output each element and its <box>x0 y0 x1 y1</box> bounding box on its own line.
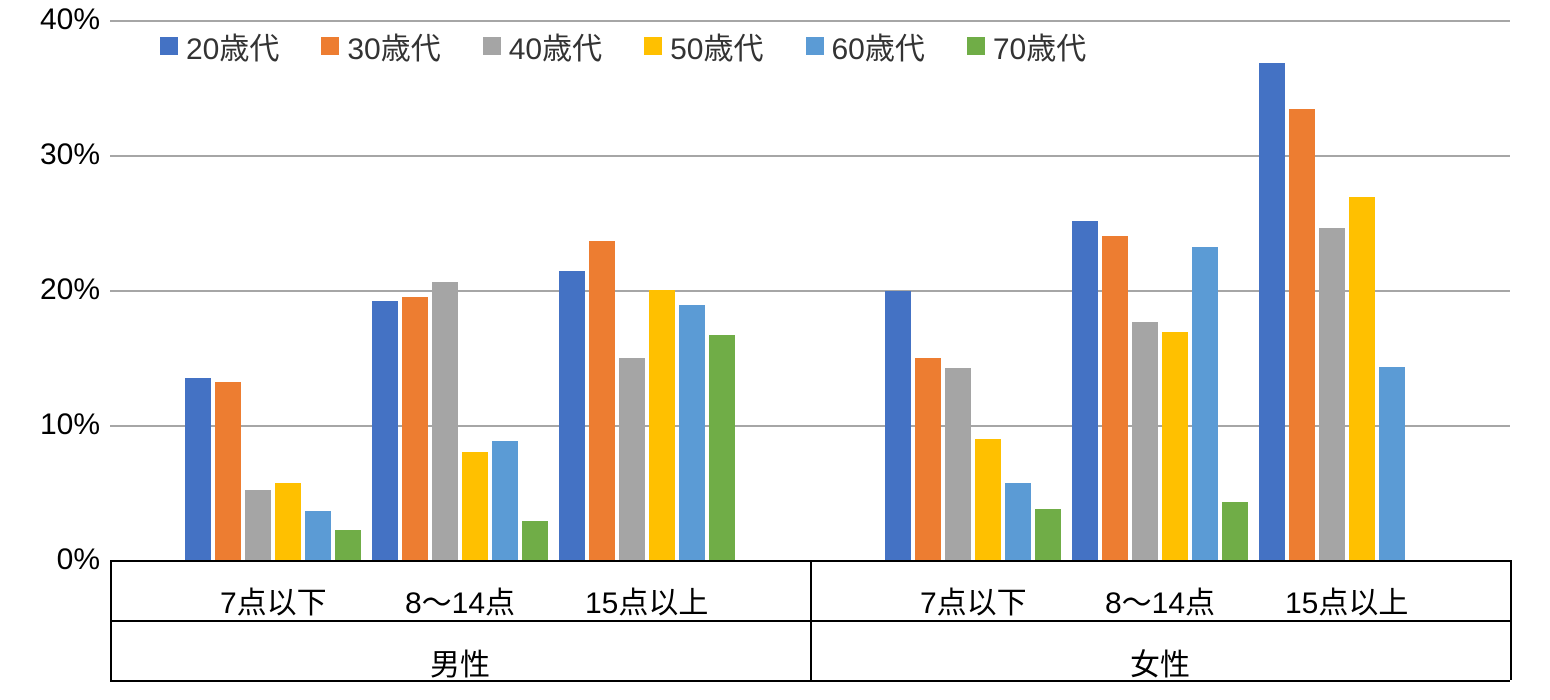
bar <box>1259 63 1285 560</box>
bar <box>215 382 241 560</box>
bar-cluster <box>559 241 735 560</box>
axis-baseline <box>110 680 1510 682</box>
legend-label: 20歳代 <box>186 24 279 68</box>
y-tick-label: 30% <box>10 138 100 172</box>
axis-separator <box>1510 560 1512 680</box>
bar-cluster <box>185 378 361 560</box>
legend-label: 30歳代 <box>347 24 440 68</box>
bar-cluster <box>1259 63 1435 560</box>
bar <box>492 441 518 560</box>
legend-item: 60歳代 <box>806 24 925 68</box>
bar <box>275 483 301 560</box>
legend-swatch <box>160 37 178 55</box>
sub-category-label: 7点以下 <box>920 578 1027 622</box>
legend-item: 50歳代 <box>644 24 763 68</box>
bar <box>1102 236 1128 560</box>
legend: 20歳代 30歳代 40歳代 50歳代 60歳代 70歳代 <box>160 24 1490 68</box>
y-tick-label: 0% <box>10 543 100 577</box>
bar <box>915 358 941 561</box>
axis-baseline <box>810 620 1510 622</box>
bar <box>335 530 361 560</box>
bar <box>402 297 428 560</box>
bar <box>432 282 458 560</box>
bar <box>649 290 675 560</box>
bar <box>1162 332 1188 560</box>
bar <box>1005 483 1031 560</box>
legend-label: 70歳代 <box>993 24 1086 68</box>
bar-cluster <box>1072 221 1248 560</box>
main-category-label: 男性 <box>430 640 490 684</box>
bar <box>1222 502 1248 560</box>
bar <box>1072 221 1098 560</box>
bar <box>1132 322 1158 560</box>
bar-cluster <box>885 291 1061 560</box>
bar <box>1289 109 1315 560</box>
bar <box>559 271 585 560</box>
bar <box>885 291 911 560</box>
bar <box>245 490 271 560</box>
y-tick-label: 20% <box>10 273 100 307</box>
bar <box>1379 367 1405 560</box>
bar <box>462 452 488 560</box>
bar <box>945 368 971 560</box>
y-tick-label: 10% <box>10 408 100 442</box>
y-tick-label: 40% <box>10 3 100 37</box>
legend-label: 40歳代 <box>509 24 602 68</box>
bar <box>589 241 615 560</box>
bar <box>619 358 645 561</box>
sub-category-label: 8～14点 <box>1105 578 1215 622</box>
main-category-label: 女性 <box>1130 640 1190 684</box>
bar <box>305 511 331 560</box>
bar <box>1319 228 1345 560</box>
legend-swatch <box>967 37 985 55</box>
legend-item: 40歳代 <box>483 24 602 68</box>
bar <box>372 301 398 560</box>
bar <box>975 439 1001 561</box>
legend-swatch <box>321 37 339 55</box>
bar <box>1035 509 1061 560</box>
legend-label: 50歳代 <box>670 24 763 68</box>
bar <box>1349 197 1375 560</box>
bar <box>1192 247 1218 560</box>
legend-swatch <box>483 37 501 55</box>
sub-category-label: 15点以上 <box>1285 578 1408 622</box>
bar <box>709 335 735 560</box>
axis-baseline <box>110 620 810 622</box>
bar <box>185 378 211 560</box>
grouped-bar-chart: 0%10%20%30%40% 20歳代30歳代40歳代50歳代60歳代70歳代 … <box>0 0 1550 700</box>
legend-item: 70歳代 <box>967 24 1086 68</box>
legend-label: 60歳代 <box>832 24 925 68</box>
sub-category-label: 8～14点 <box>405 578 515 622</box>
legend-item: 20歳代 <box>160 24 279 68</box>
legend-swatch <box>644 37 662 55</box>
gridline <box>110 20 1510 22</box>
legend-item: 30歳代 <box>321 24 440 68</box>
bar-cluster <box>372 282 548 560</box>
bar <box>522 521 548 560</box>
legend-swatch <box>806 37 824 55</box>
sub-category-label: 15点以上 <box>585 578 708 622</box>
sub-category-label: 7点以下 <box>220 578 327 622</box>
plot-area <box>110 20 1510 562</box>
bar <box>679 305 705 560</box>
